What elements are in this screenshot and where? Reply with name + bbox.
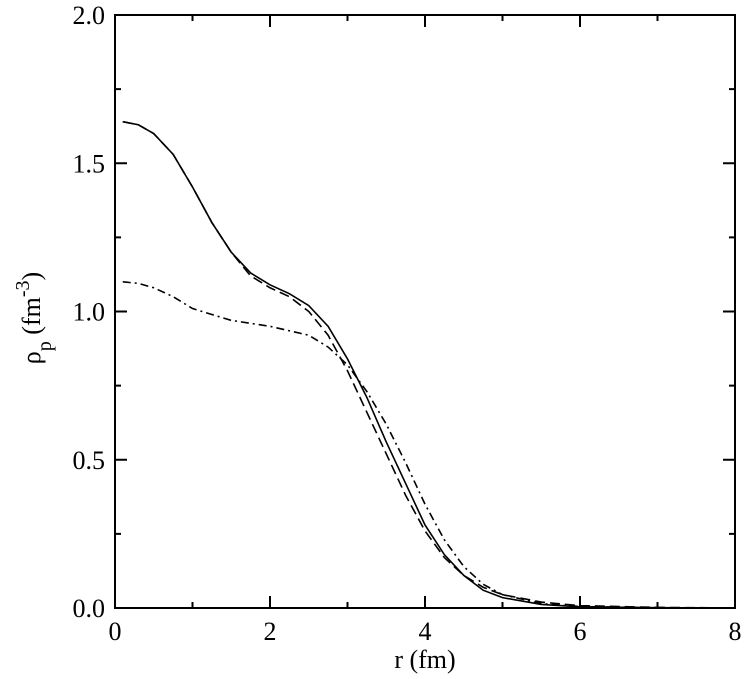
y-tick-label: 2.0 <box>73 1 106 30</box>
y-tick-label: 1.0 <box>73 298 106 327</box>
y-tick-label: 0.0 <box>73 594 106 623</box>
x-axis-label: r (fm) <box>394 645 455 674</box>
x-tick-label: 6 <box>574 617 587 646</box>
y-axis-label-part: -3 <box>12 280 34 297</box>
x-tick-label: 2 <box>264 617 277 646</box>
line-series <box>122 281 736 609</box>
x-tick-label: 4 <box>419 617 432 646</box>
x-tick-label: 8 <box>729 617 742 646</box>
y-axis-label-part: p <box>34 341 56 351</box>
y-tick-label: 0.5 <box>73 446 106 475</box>
plot-frame <box>114 14 736 609</box>
y-axis-label-part: (fm <box>17 297 46 341</box>
x-tick-label: 0 <box>109 617 122 646</box>
y-axis-label-part: ) <box>17 272 46 281</box>
y-axis-label: ρp (fm-3) <box>12 272 56 364</box>
y-tick-label: 1.5 <box>73 149 106 178</box>
line-series <box>122 120 736 609</box>
y-axis-label-part: ρ <box>17 351 46 364</box>
